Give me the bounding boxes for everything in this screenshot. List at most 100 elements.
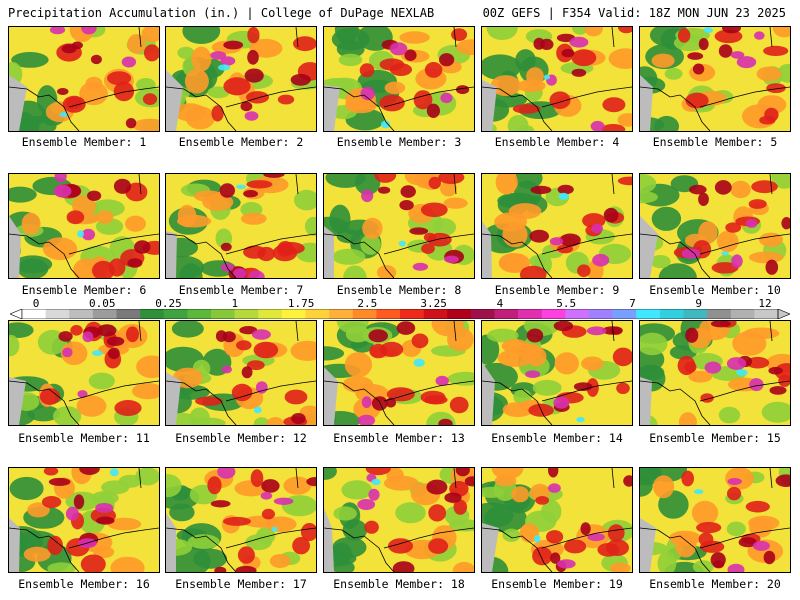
precip-contour [482,486,505,498]
precip-contour [580,522,591,536]
precip-contour [65,506,79,521]
precipitation-map [640,27,790,131]
ensemble-member-label: Ensemble Member: 18 [333,577,465,591]
precip-contour [710,321,731,328]
precipitation-map [9,321,159,425]
precip-contour [722,27,741,34]
precip-contour [218,64,231,71]
precip-contour [177,46,195,59]
ensemble-map-panel [481,26,633,132]
precip-contour [725,222,742,233]
legend-swatch [541,309,566,319]
precip-contour [761,401,790,423]
precip-contour [108,258,126,277]
precip-contour [223,40,244,50]
ensemble-map-panel [323,173,475,279]
precip-contour [42,237,78,261]
gray-region [640,518,656,572]
precip-contour [716,230,739,253]
legend-tick-label: 1 [231,297,239,310]
legend-tick-label: 0.05 [89,297,116,310]
precip-contour [114,400,142,416]
precip-contour [336,40,365,58]
legend-tick-label: 5.5 [556,297,577,310]
ensemble-member-label: Ensemble Member: 9 [494,283,620,297]
precip-contour [499,253,528,273]
precip-contour [653,475,675,499]
legend-swatch [589,309,613,319]
precip-contour [497,349,533,367]
precip-contour [221,365,232,374]
precip-contour [526,328,544,343]
precip-contour [654,115,679,131]
ensemble-member-label: Ensemble Member: 19 [491,577,623,591]
ensemble-member-label: Ensemble Member: 15 [649,431,781,445]
precip-contour [693,489,704,495]
precip-contour [260,492,273,500]
precip-contour [223,516,251,526]
precip-contour [47,535,63,555]
gray-region [324,85,340,131]
precip-contour [125,118,137,129]
precip-contour [689,184,707,195]
legend-swatch [494,309,519,319]
precip-contour [421,243,435,254]
precip-contour [592,253,610,267]
precip-contour [664,67,683,80]
precip-contour [778,374,790,387]
precipitation-map [482,321,632,425]
precip-contour [698,192,709,206]
precip-contour [482,334,500,365]
legend-swatch [69,309,94,319]
precip-contour [726,357,747,370]
ensemble-map-panel [8,26,160,132]
precip-contour [236,340,252,351]
precip-contour [361,396,372,409]
precip-contour [185,106,215,130]
precip-contour [81,228,95,241]
precip-contour [246,91,269,104]
precip-contour [424,62,443,78]
precip-contour [553,321,574,332]
precip-contour [82,331,94,343]
precip-contour [677,355,696,376]
ensemble-map-panel [639,173,791,279]
legend-tick-label: 7 [629,297,636,310]
precip-contour [687,52,704,60]
precip-contour [61,44,77,54]
precip-contour [612,347,632,367]
precip-contour [11,52,49,68]
precip-contour [605,539,629,556]
precip-contour [749,517,773,538]
precip-contour [710,552,726,568]
precip-contour [495,174,518,195]
precip-contour [640,475,653,497]
precip-contour [452,561,474,572]
precip-contour [62,95,86,113]
precip-contour [304,216,316,236]
precip-contour [696,522,722,534]
precip-contour [411,333,429,349]
precip-contour [617,176,632,186]
precip-contour [333,506,357,521]
ensemble-map-panel [165,320,317,426]
color-legend: 0 0.05 0.25 1 1.75 2.5 3.25 4 5.5 7 9 12 [10,297,790,321]
precip-contour [601,124,626,131]
boundary-line [482,174,632,278]
precip-contour [698,38,709,51]
precip-contour [126,326,139,343]
color-legend-bar [10,309,790,319]
precip-contour [96,516,115,525]
precip-contour [220,56,236,66]
precip-contour [759,232,783,247]
ensemble-member-label: Ensemble Member: 13 [333,431,465,445]
precip-contour [243,245,267,259]
precip-contour [182,27,221,44]
boundary-line [166,174,316,278]
precipitation-map [166,174,316,278]
gray-region [640,377,652,425]
precip-contour [90,54,102,65]
precip-contour [618,27,632,34]
header: Precipitation Accumulation (in.) | Colle… [0,0,800,24]
precip-contour [616,382,630,394]
